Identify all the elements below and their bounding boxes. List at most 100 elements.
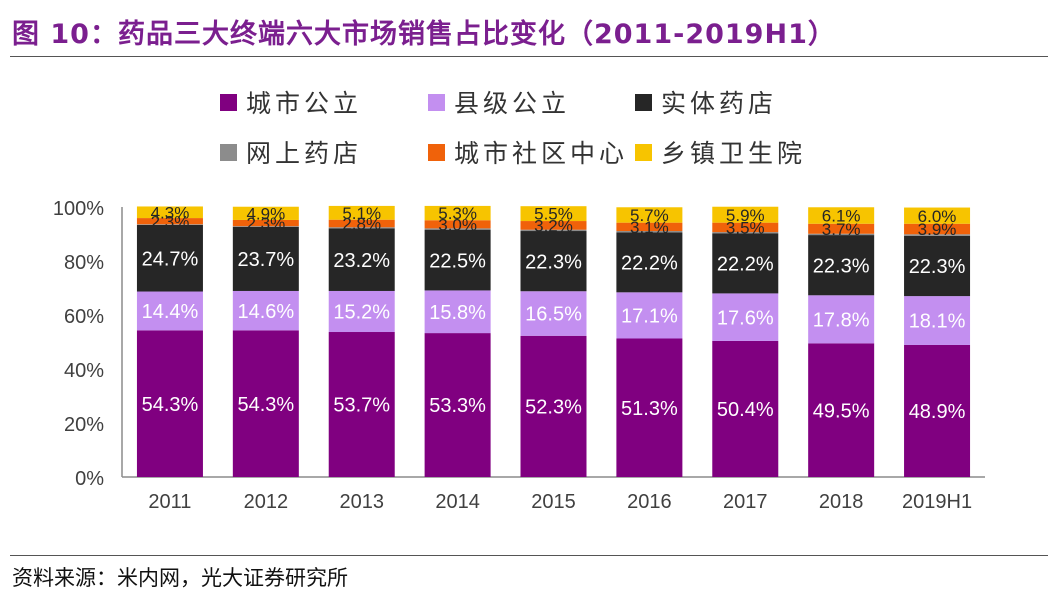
data-label: 14.6% [237,301,294,323]
legend-swatch [220,94,237,111]
x-tick-label: 2011 [148,491,191,513]
bar-segment-县级公立 [616,292,683,339]
title-rule [10,56,1048,57]
y-tick-label: 100% [53,198,104,220]
data-label: 17.1% [621,306,678,328]
bar-segment-乡镇卫生院 [424,205,491,221]
x-tick-label: 2019H1 [902,491,972,513]
bar-segment-乡镇卫生院 [520,206,587,222]
bar-segment-实体药店 [808,235,875,296]
bar-segment-城市社区中心 [808,223,875,234]
data-label: 4.3% [151,203,190,222]
data-label: 54.3% [142,394,199,416]
bar-segment-城市公立 [328,332,395,477]
data-label: 2.3% [246,214,285,233]
data-label: 3.0% [438,215,477,234]
data-label: 50.4% [717,399,774,421]
legend-label: 城市社区中心 [454,139,628,168]
legend-label: 城市公立 [246,89,362,118]
data-label: 48.9% [909,401,966,423]
data-label: 17.8% [813,310,870,332]
bar-segment-实体药店 [712,233,779,294]
data-label: 6.0% [918,207,957,226]
x-tick-label: 2013 [339,491,384,513]
x-tick-label: 2014 [435,491,480,513]
bar-segment-乡镇卫生院 [616,207,683,223]
bar-segment-县级公立 [712,293,779,341]
bar-segment-网上药店 [520,229,587,232]
bar-segment-县级公立 [136,291,203,331]
bar-segment-城市社区中心 [616,222,683,232]
data-label: 23.7% [237,249,294,271]
y-tick-label: 20% [64,414,104,436]
data-label: 51.3% [621,398,678,420]
bar-segment-城市社区中心 [520,221,587,230]
bar-segment-城市社区中心 [424,220,491,229]
legend-label: 实体药店 [661,89,777,118]
y-tick-label: 40% [64,360,104,382]
legend-label: 乡镇卫生院 [661,139,806,168]
legend-swatch [220,144,237,161]
data-label: 22.3% [525,251,582,273]
bar-segment-实体药店 [328,228,395,291]
bar-segment-城市公立 [136,330,203,477]
x-tick-label: 2012 [244,491,289,513]
data-label: 16.5% [525,304,582,326]
bar-segment-城市公立 [616,338,683,477]
legend-swatch [635,144,652,161]
data-label: 22.2% [717,254,774,276]
data-label: 24.7% [142,248,199,270]
data-label: 5.9% [726,206,765,225]
bar-segment-城市公立 [712,340,779,477]
legend-label: 网上药店 [246,139,362,168]
data-label: 22.2% [621,253,678,275]
data-label: 2.8% [342,215,381,234]
bar-segment-城市公立 [424,333,491,477]
bar-segment-乡镇卫生院 [904,207,971,224]
data-label: 3.1% [630,218,669,237]
data-label: 5.1% [342,204,381,223]
bar-segment-城市公立 [904,344,971,477]
x-tick-label: 2015 [531,491,576,513]
bar-segment-网上药店 [232,226,299,227]
bar-segment-实体药店 [424,229,491,291]
data-label: 3.9% [918,220,957,239]
bar-segment-乡镇卫生院 [328,205,395,220]
data-label: 15.8% [429,302,486,324]
data-label: 22.3% [813,255,870,277]
bar-segment-县级公立 [520,291,587,336]
bar-segment-县级公立 [424,290,491,334]
data-label: 15.2% [333,302,390,324]
bar-segment-实体药店 [520,231,587,292]
bar-segment-乡镇卫生院 [712,206,779,223]
legend-label: 县级公立 [454,89,570,118]
bar-segment-城市公立 [520,335,587,477]
bar-segment-城市公立 [232,330,299,477]
data-label: 3.2% [534,216,573,235]
bar-segment-网上药店 [424,228,491,230]
bar-segment-网上药店 [904,234,971,236]
data-label: 52.3% [525,397,582,419]
data-label: 17.6% [717,307,774,329]
y-tick-label: 80% [64,252,104,274]
data-label: 22.5% [429,250,486,272]
legend-swatch [428,144,445,161]
chart-title: 图 10：药品三大终端六大市场销售占比变化（2011-2019H1） [12,19,836,50]
bar-segment-乡镇卫生院 [136,206,203,219]
bar-segment-城市公立 [808,343,875,477]
footer-rule [10,555,1048,556]
data-label: 6.1% [822,207,861,226]
bar-segment-实体药店 [616,232,683,293]
y-tick-label: 60% [64,306,104,328]
bar-segment-网上药店 [328,227,395,229]
data-label: 54.3% [237,394,294,416]
bar-segment-县级公立 [328,290,395,333]
bar-segment-实体药店 [136,224,203,292]
data-label: 5.3% [438,204,477,223]
bar-segment-乡镇卫生院 [232,206,299,220]
x-tick-label: 2018 [819,491,864,513]
bar-segment-乡镇卫生院 [808,207,875,224]
legend-swatch [428,94,445,111]
data-label: 3.5% [726,219,765,238]
